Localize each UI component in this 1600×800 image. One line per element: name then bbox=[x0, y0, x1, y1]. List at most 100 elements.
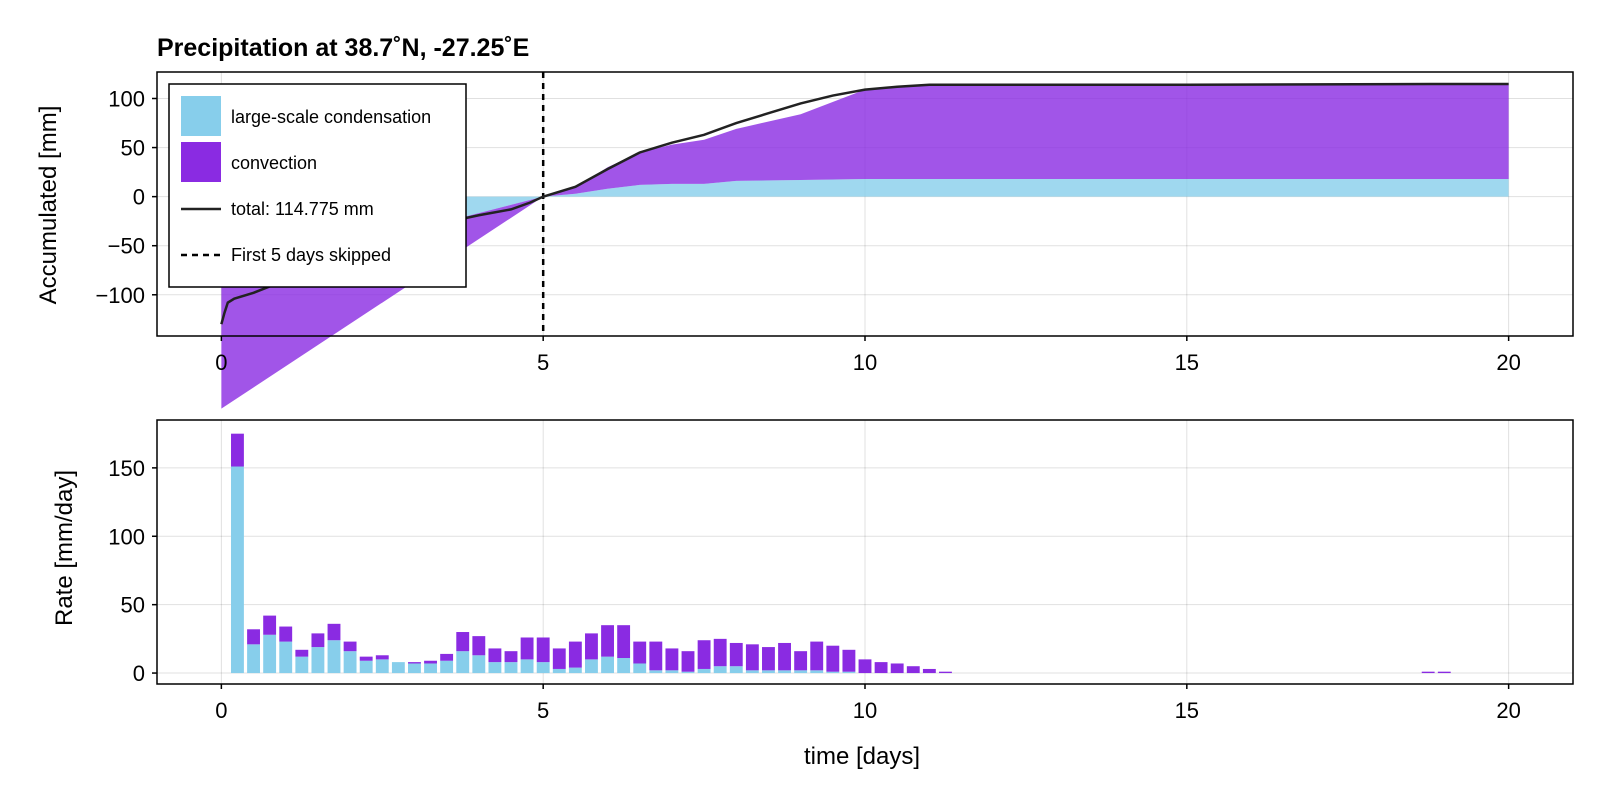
bar-convection-19 bbox=[536, 637, 550, 663]
bar-convection-12 bbox=[424, 660, 437, 664]
bar-convection-26 bbox=[649, 641, 663, 671]
legend-label-skip: First 5 days skipped bbox=[231, 245, 391, 265]
bar-large-scale-34 bbox=[778, 670, 791, 674]
top-y-tick-label-3: 50 bbox=[121, 136, 145, 161]
bottom-y-tick-label-0: 0 bbox=[133, 661, 145, 686]
bar-convection-1 bbox=[247, 629, 260, 645]
bar-large-scale-35 bbox=[794, 670, 808, 674]
bar-convection-36 bbox=[810, 641, 824, 671]
bar-convection-15 bbox=[472, 636, 486, 656]
bar-convection-24 bbox=[617, 625, 631, 659]
bar-convection-22 bbox=[585, 633, 598, 660]
bar-large-scale-16 bbox=[488, 662, 502, 674]
bottom-x-ticks: 0 5 10 15 20 bbox=[215, 684, 1521, 723]
top-x-tick-label-0: 0 bbox=[215, 350, 227, 375]
bar-large-scale-19 bbox=[536, 662, 550, 674]
bar-convection-33 bbox=[762, 647, 775, 671]
top-y-tick-label-1: −50 bbox=[108, 234, 145, 259]
bar-convection-39 bbox=[858, 659, 872, 674]
bar-convection-28 bbox=[681, 651, 695, 672]
bar-large-scale-36 bbox=[810, 670, 824, 674]
bottom-y-axis-label: Rate [mm/day] bbox=[51, 470, 78, 626]
large-scale-area bbox=[221, 178, 1509, 280]
top-x-tick-label-4: 20 bbox=[1496, 350, 1520, 375]
bar-large-scale-9 bbox=[375, 659, 389, 674]
bar-convection-3 bbox=[279, 626, 293, 642]
bar-large-scale-23 bbox=[601, 656, 614, 674]
top-y-ticks: −100 −50 0 50 100 bbox=[95, 86, 157, 308]
bar-convection-8 bbox=[359, 656, 373, 661]
bar-large-scale-17 bbox=[504, 662, 518, 674]
bar-large-scale-37 bbox=[826, 671, 840, 674]
bar-large-scale-10 bbox=[391, 662, 405, 674]
top-y-tick-label-4: 100 bbox=[108, 86, 145, 111]
bar-large-scale-1 bbox=[247, 644, 260, 674]
bar-convection-20 bbox=[552, 648, 566, 669]
chart-title: Precipitation at 38.7˚N, -27.25˚E bbox=[157, 34, 529, 62]
top-x-tick-label-1: 5 bbox=[537, 350, 549, 375]
bottom-x-tick-label-2: 10 bbox=[853, 698, 877, 723]
bottom-x-tick-label-3: 15 bbox=[1175, 698, 1199, 723]
bar-convection-11 bbox=[408, 662, 421, 664]
bar-convection-13 bbox=[440, 653, 454, 661]
bar-convection-9 bbox=[375, 655, 389, 660]
bar-convection-40 bbox=[874, 662, 888, 674]
bar-convection-43 bbox=[922, 668, 936, 674]
bar-large-scale-14 bbox=[456, 651, 470, 674]
bar-large-scale-5 bbox=[311, 647, 325, 674]
bar-convection-23 bbox=[601, 625, 614, 657]
bar-large-scale-4 bbox=[295, 656, 309, 674]
bar-large-scale-25 bbox=[633, 663, 647, 674]
top-x-ticks: 0 5 10 15 20 bbox=[215, 336, 1521, 375]
bar-convection-25 bbox=[633, 641, 647, 664]
bottom-bars bbox=[231, 433, 1451, 674]
bar-large-scale-27 bbox=[665, 670, 679, 674]
bar-large-scale-13 bbox=[440, 660, 454, 674]
bar-large-scale-20 bbox=[552, 668, 566, 674]
bar-large-scale-6 bbox=[327, 640, 341, 674]
bar-convection-38 bbox=[842, 649, 856, 672]
top-y-tick-label-2: 0 bbox=[133, 185, 145, 210]
bar-large-scale-7 bbox=[343, 651, 357, 674]
bar-convection-0 bbox=[231, 433, 244, 467]
bar-large-scale-3 bbox=[279, 641, 293, 674]
bar-convection-5 bbox=[311, 633, 325, 648]
bottom-y-ticks: 0 50 100 150 bbox=[108, 456, 157, 686]
accumulated-panel: 0 5 10 15 20 −100 −50 0 50 100 Accumulated [mm] bbox=[35, 71, 1574, 409]
bottom-x-tick-label-1: 5 bbox=[537, 698, 549, 723]
bar-convection-32 bbox=[745, 644, 759, 671]
bar-large-scale-38 bbox=[842, 671, 856, 674]
legend-swatch-convection bbox=[181, 142, 221, 182]
legend-label-large-scale: large-scale condensation bbox=[231, 107, 431, 127]
bar-large-scale-28 bbox=[681, 671, 695, 674]
convection-area bbox=[221, 83, 1509, 409]
bar-large-scale-8 bbox=[359, 660, 373, 674]
bar-convection-29 bbox=[697, 640, 711, 669]
bar-convection-2 bbox=[263, 615, 277, 635]
bar-large-scale-24 bbox=[617, 658, 631, 674]
bottom-grid bbox=[157, 420, 1573, 684]
bottom-x-tick-label-0: 0 bbox=[215, 698, 227, 723]
bar-large-scale-21 bbox=[568, 667, 582, 674]
bar-large-scale-18 bbox=[520, 659, 534, 674]
bar-large-scale-30 bbox=[713, 666, 727, 674]
bar-convection-16 bbox=[488, 648, 502, 663]
top-x-tick-label-2: 10 bbox=[853, 350, 877, 375]
bottom-x-axis-label: time [days] bbox=[804, 743, 920, 770]
bottom-y-tick-label-2: 100 bbox=[108, 524, 145, 549]
bottom-x-tick-label-4: 20 bbox=[1496, 698, 1520, 723]
bar-convection-7 bbox=[343, 641, 357, 652]
bar-convection-35 bbox=[794, 651, 808, 671]
bar-convection-45 bbox=[1421, 671, 1435, 674]
bar-large-scale-2 bbox=[263, 634, 277, 674]
bar-convection-21 bbox=[568, 641, 582, 668]
bar-large-scale-12 bbox=[424, 663, 437, 674]
bar-large-scale-22 bbox=[585, 659, 598, 674]
bar-convection-44 bbox=[939, 671, 952, 674]
bar-convection-14 bbox=[456, 632, 470, 652]
bar-large-scale-0 bbox=[231, 466, 244, 674]
bar-convection-18 bbox=[520, 637, 534, 660]
top-x-tick-label-3: 15 bbox=[1175, 350, 1199, 375]
legend-label-total: total: 114.775 mm bbox=[231, 199, 374, 219]
bar-large-scale-31 bbox=[729, 666, 743, 674]
